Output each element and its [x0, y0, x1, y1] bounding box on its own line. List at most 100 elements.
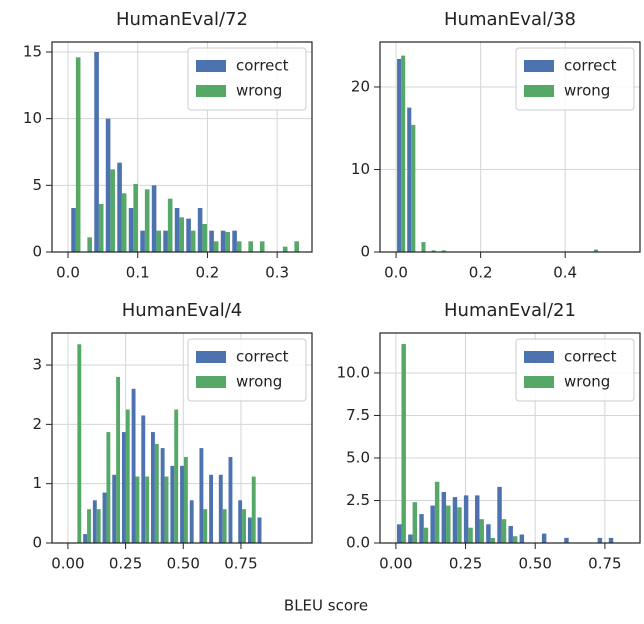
- bar: [419, 514, 424, 543]
- legend-swatch: [196, 351, 226, 363]
- bar: [430, 505, 435, 543]
- y-tick-label: 0: [360, 243, 370, 261]
- axes-frame: [379, 332, 641, 544]
- x-tick-label: 0.4: [553, 264, 577, 282]
- bar: [125, 409, 130, 543]
- bar: [222, 509, 227, 543]
- bar: [154, 443, 159, 543]
- bar: [151, 432, 155, 543]
- legend-label: wrong: [236, 82, 282, 100]
- bar: [236, 241, 242, 252]
- y-tick-label: 10: [351, 160, 370, 178]
- y-tick-label: 10: [23, 109, 42, 127]
- bar: [225, 232, 230, 252]
- bar: [232, 230, 237, 252]
- bar: [133, 184, 138, 252]
- x-tick-label: 0.50: [519, 555, 552, 573]
- bar: [83, 534, 88, 543]
- x-tick-label: 0.00: [51, 555, 84, 573]
- bar: [92, 500, 97, 543]
- legend-label: correct: [236, 348, 289, 366]
- bar: [106, 432, 111, 543]
- bar: [102, 492, 107, 543]
- bar: [251, 476, 256, 543]
- bar: [144, 189, 150, 252]
- bar: [199, 448, 204, 543]
- bar: [463, 495, 469, 543]
- bar: [248, 241, 253, 252]
- legend-label: wrong: [236, 373, 282, 391]
- bar: [87, 509, 91, 543]
- x-tick-label: 0.2: [469, 264, 493, 282]
- bar: [421, 242, 426, 252]
- bar: [128, 208, 134, 252]
- legend-label: correct: [564, 57, 617, 75]
- bar: [189, 500, 194, 543]
- bar: [423, 527, 429, 543]
- bar: [151, 185, 157, 252]
- bar: [87, 237, 92, 252]
- legend-swatch: [196, 376, 226, 388]
- y-tick-label: 3: [32, 356, 42, 374]
- bar: [75, 57, 81, 253]
- subplot-title: HumanEval/21: [444, 300, 576, 321]
- bar: [294, 241, 299, 252]
- bar: [228, 456, 233, 543]
- subplot-title: HumanEval/72: [116, 9, 248, 30]
- bar: [441, 491, 447, 543]
- legend-label: correct: [564, 348, 617, 366]
- bar: [508, 525, 513, 543]
- y-tick-label: 1: [32, 474, 42, 492]
- bar: [96, 509, 101, 543]
- y-tick-label: 20: [351, 77, 370, 95]
- bar: [94, 52, 99, 252]
- bar: [608, 537, 614, 543]
- x-tick-label: 0.25: [109, 555, 142, 573]
- bar: [71, 208, 76, 252]
- bar: [479, 519, 484, 543]
- bar: [490, 537, 496, 543]
- bar: [452, 497, 458, 543]
- y-tick-label: 5: [32, 176, 42, 194]
- bar: [401, 55, 406, 253]
- bar: [174, 208, 180, 252]
- x-tick-label: 0.0: [56, 264, 80, 282]
- x-tick-label: 0.1: [126, 264, 150, 282]
- bar: [446, 505, 451, 543]
- legend-swatch: [524, 376, 554, 388]
- bar: [401, 344, 406, 543]
- bar: [121, 193, 127, 252]
- x-tick-label: 0.00: [379, 555, 412, 573]
- bar: [167, 198, 173, 252]
- y-tick-label: 0: [32, 534, 42, 552]
- bar: [170, 465, 175, 543]
- bar: [411, 124, 416, 252]
- bar: [242, 509, 246, 543]
- y-tick-label: 0.0: [346, 534, 370, 552]
- x-tick-label: 0.3: [265, 264, 289, 282]
- bar: [593, 249, 598, 252]
- axes-frame: [51, 332, 313, 544]
- bar: [457, 507, 462, 543]
- bar: [186, 218, 191, 252]
- x-axis-label: BLEU score: [284, 597, 368, 615]
- bar: [174, 409, 179, 543]
- bar: [220, 230, 226, 252]
- legend-swatch: [524, 351, 554, 363]
- legend-swatch: [196, 60, 226, 72]
- axes-frame: [51, 41, 313, 253]
- bar: [468, 527, 473, 543]
- bar: [131, 388, 136, 543]
- bar: [434, 481, 440, 543]
- y-tick-label: 2.5: [346, 491, 370, 509]
- bar: [486, 524, 491, 543]
- axes-frame: [379, 41, 641, 253]
- bar: [203, 509, 208, 543]
- subplot-title: HumanEval/4: [122, 300, 243, 321]
- bar: [117, 162, 122, 252]
- y-tick-label: 7.5: [346, 406, 370, 424]
- bar: [412, 502, 418, 543]
- bar: [213, 241, 219, 252]
- y-tick-label: 0: [32, 243, 42, 261]
- legend-swatch: [524, 85, 554, 97]
